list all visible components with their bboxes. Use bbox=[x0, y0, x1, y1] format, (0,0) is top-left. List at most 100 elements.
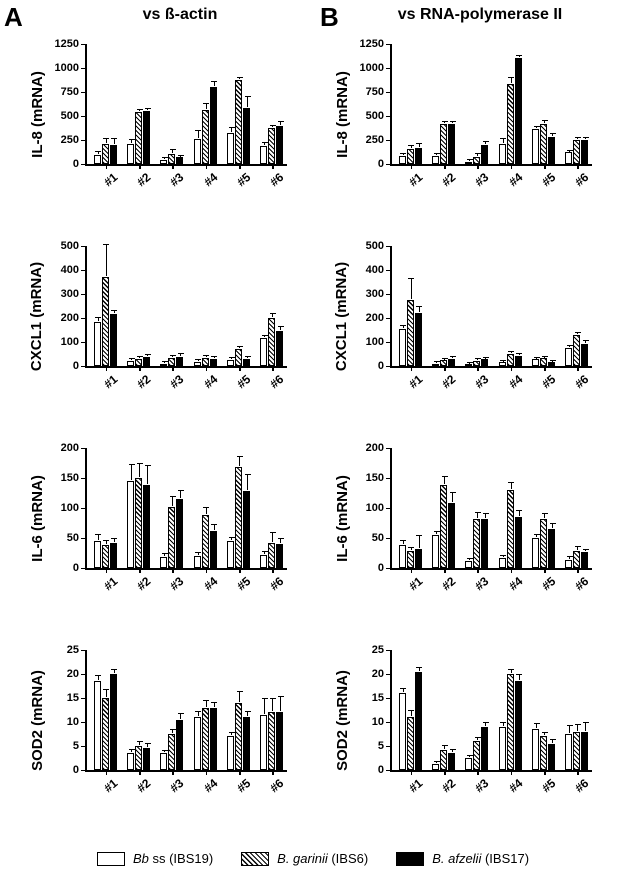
ytick-label: 150 bbox=[61, 472, 79, 484]
ytick bbox=[81, 568, 87, 569]
bar bbox=[110, 674, 117, 770]
bar bbox=[473, 741, 480, 770]
ytick-label: 1250 bbox=[55, 38, 79, 50]
ytick-label: 1250 bbox=[360, 38, 384, 50]
ytick bbox=[386, 478, 392, 479]
xtick bbox=[544, 568, 546, 573]
bar bbox=[448, 503, 455, 568]
errorbar bbox=[569, 726, 570, 733]
ytick bbox=[386, 140, 392, 141]
bar bbox=[499, 362, 506, 366]
errorbar bbox=[164, 554, 165, 556]
xtick bbox=[511, 164, 513, 169]
legend-item-open: Bb ss (IBS19) bbox=[97, 851, 213, 866]
bar bbox=[260, 555, 267, 568]
errorbar bbox=[180, 714, 181, 719]
errorbar bbox=[264, 336, 265, 337]
bar bbox=[102, 545, 109, 568]
errorbar bbox=[239, 457, 240, 466]
bar bbox=[127, 361, 134, 366]
legend-label-2: B. afzelii (IBS17) bbox=[432, 851, 529, 866]
xtick-label: #3 bbox=[472, 372, 491, 391]
bar bbox=[481, 519, 488, 568]
ytick bbox=[386, 164, 392, 165]
errorbar bbox=[239, 692, 240, 702]
ytick bbox=[81, 770, 87, 771]
xtick-label: #6 bbox=[572, 372, 591, 391]
errorbar bbox=[403, 541, 404, 544]
plot-area: 025050075010001250#1#2#3#4#5#6 bbox=[85, 44, 287, 166]
errorbar bbox=[280, 122, 281, 125]
xtick bbox=[511, 770, 513, 775]
bar bbox=[565, 560, 572, 568]
ytick-label: 10 bbox=[67, 716, 79, 728]
ytick-label: 500 bbox=[61, 240, 79, 252]
chart-A_IL8: IL-8 (mRNA)025050075010001250#1#2#3#4#5#… bbox=[35, 34, 295, 194]
bar bbox=[160, 364, 167, 366]
bar bbox=[515, 356, 522, 366]
errorbar bbox=[552, 134, 553, 136]
ytick bbox=[386, 270, 392, 271]
ytick-label: 0 bbox=[73, 360, 79, 372]
errorbar bbox=[569, 151, 570, 152]
bar bbox=[94, 681, 101, 770]
bar bbox=[581, 552, 588, 568]
errorbar bbox=[247, 357, 248, 358]
xtick bbox=[206, 366, 208, 371]
bar bbox=[432, 364, 439, 366]
ytick bbox=[386, 92, 392, 93]
ytick bbox=[386, 538, 392, 539]
bar bbox=[110, 543, 117, 568]
bar bbox=[532, 538, 539, 568]
bar bbox=[168, 154, 175, 164]
ytick-label: 0 bbox=[378, 158, 384, 170]
figure: A B vs ß-actin vs RNA-polymerase II IL-8… bbox=[0, 0, 626, 878]
ytick bbox=[81, 478, 87, 479]
errorbar bbox=[469, 756, 470, 757]
plot-area: 050100150200#1#2#3#4#5#6 bbox=[85, 448, 287, 570]
errorbar bbox=[164, 158, 165, 159]
bar bbox=[581, 140, 588, 164]
errorbar bbox=[536, 358, 537, 359]
bar bbox=[143, 748, 150, 770]
bar bbox=[160, 160, 167, 164]
bar bbox=[176, 499, 183, 568]
errorbar bbox=[131, 750, 132, 752]
xtick-label: #3 bbox=[167, 170, 186, 189]
ytick-label: 400 bbox=[366, 264, 384, 276]
ytick-label: 500 bbox=[61, 110, 79, 122]
errorbar bbox=[419, 668, 420, 671]
errorbar bbox=[519, 511, 520, 516]
errorbar bbox=[436, 762, 437, 763]
errorbar bbox=[536, 724, 537, 728]
bar bbox=[499, 558, 506, 568]
xtick-label: #6 bbox=[267, 170, 286, 189]
errorbar bbox=[411, 146, 412, 147]
bar bbox=[210, 359, 217, 366]
errorbar bbox=[98, 152, 99, 153]
bar bbox=[202, 708, 209, 770]
bar bbox=[432, 764, 439, 770]
errorbar bbox=[106, 245, 107, 276]
ytick-label: 750 bbox=[366, 86, 384, 98]
xtick bbox=[139, 568, 141, 573]
ytick bbox=[386, 698, 392, 699]
xtick-label: #1 bbox=[406, 372, 425, 391]
ytick bbox=[386, 770, 392, 771]
xtick-label: #1 bbox=[101, 170, 120, 189]
bar bbox=[540, 519, 547, 568]
errorbar bbox=[419, 307, 420, 312]
bar bbox=[235, 349, 242, 366]
xtick-label: #2 bbox=[439, 776, 458, 795]
ytick bbox=[81, 68, 87, 69]
ytick bbox=[81, 722, 87, 723]
panel-label-b: B bbox=[320, 2, 339, 33]
errorbar bbox=[552, 524, 553, 528]
bar bbox=[202, 515, 209, 568]
ytick bbox=[81, 270, 87, 271]
errorbar bbox=[164, 751, 165, 752]
xtick bbox=[239, 568, 241, 573]
ylabel: SOD2 (mRNA) bbox=[27, 640, 47, 800]
xtick-label: #3 bbox=[472, 776, 491, 795]
xtick bbox=[577, 366, 579, 371]
